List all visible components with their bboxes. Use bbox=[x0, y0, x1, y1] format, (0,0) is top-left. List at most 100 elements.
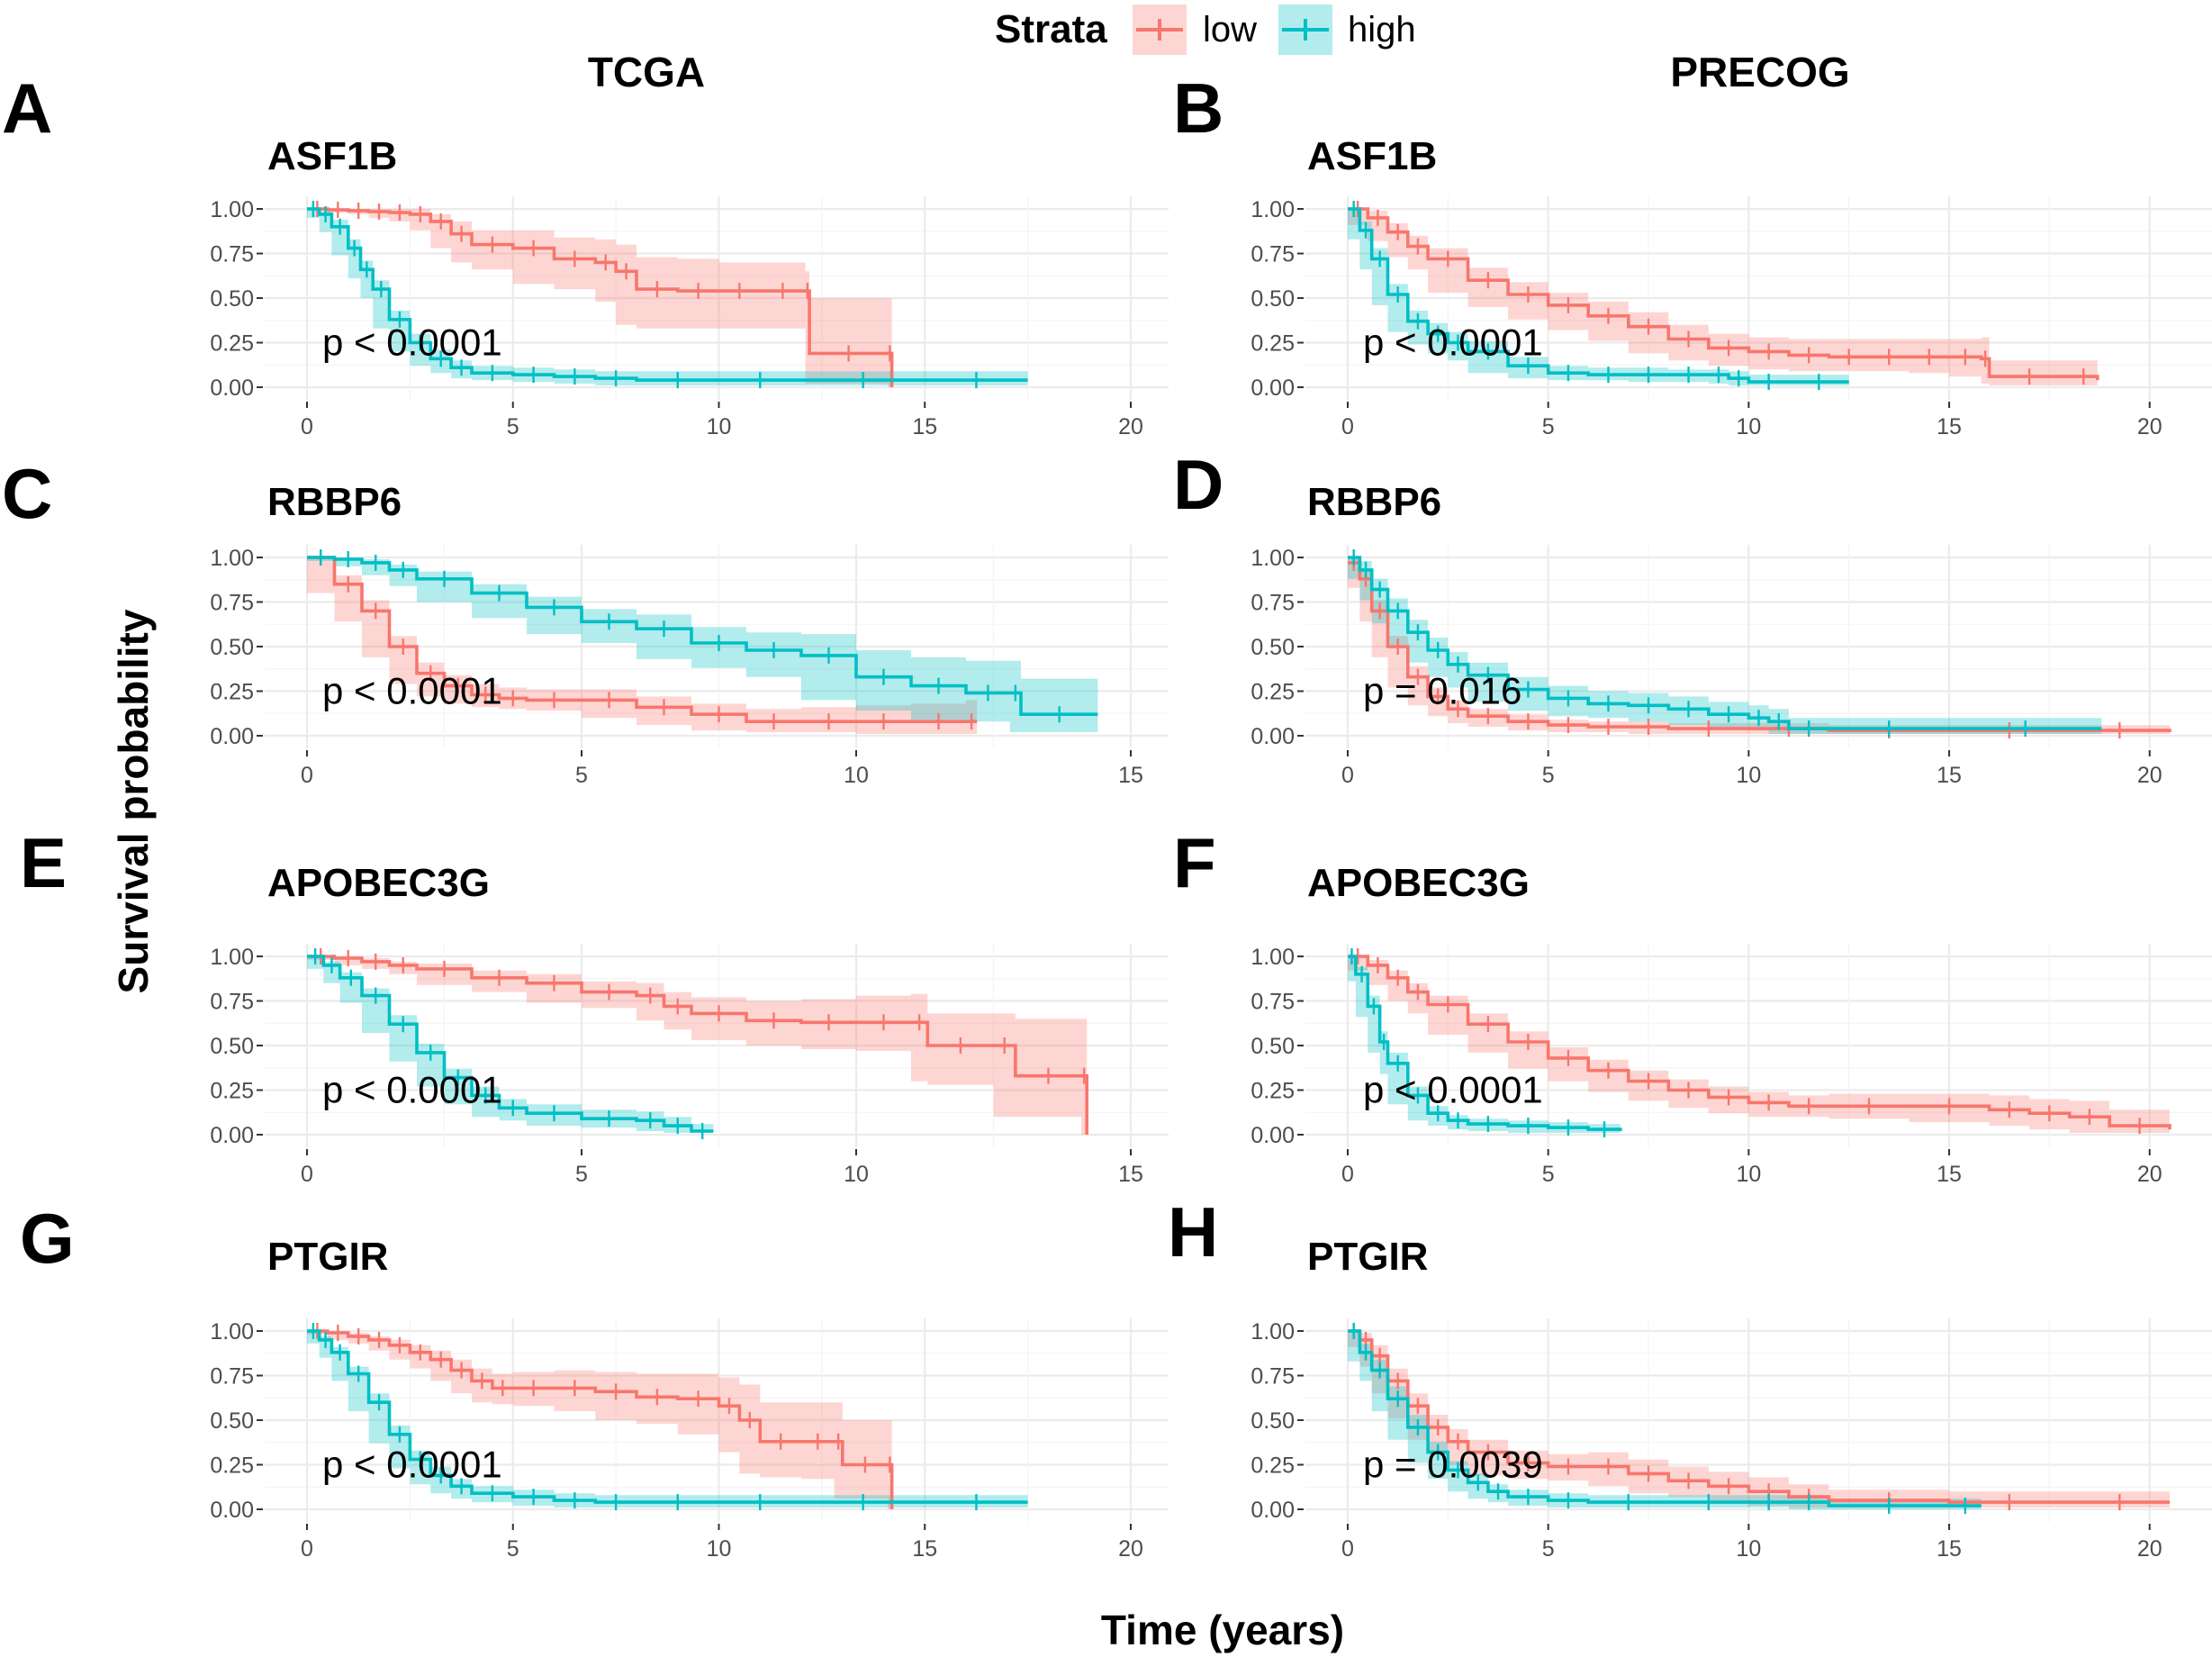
survival-curve-low bbox=[1348, 207, 2099, 381]
y-tick-label: 0.50 bbox=[210, 635, 254, 660]
survival-curve-low bbox=[307, 556, 978, 723]
panel-title-h: PTGIR bbox=[1307, 1235, 1428, 1279]
x-axis-title: Time (years) bbox=[1101, 1607, 1344, 1653]
panel-letter-c: C bbox=[2, 454, 52, 533]
x-tick-label: 10 bbox=[707, 1536, 732, 1562]
y-tick-label: 0.75 bbox=[1250, 591, 1295, 616]
y-tick-label: 0.50 bbox=[1250, 635, 1295, 660]
panel-b: B ASF1B 0.00 0.25 0.50 0.75 1.00 0 5 10 15 20 p < 0.… bbox=[1173, 68, 2212, 439]
y-tick-label: 0.75 bbox=[1250, 242, 1295, 267]
grid-e bbox=[265, 944, 1169, 1147]
y-tick-label: 1.00 bbox=[210, 197, 254, 222]
y-tick-label: 0.00 bbox=[210, 376, 254, 401]
y-tick-label: 1.00 bbox=[1250, 197, 1295, 222]
y-tick-label: 1.00 bbox=[1250, 945, 1295, 970]
p-value-h: p = 0.0039 bbox=[1363, 1444, 1543, 1486]
y-tick-label: 0.75 bbox=[210, 591, 254, 616]
x-tick-label: 10 bbox=[1736, 414, 1761, 439]
legend-key-high bbox=[1278, 5, 1332, 55]
ci-band-high bbox=[307, 956, 714, 1133]
ci-band-low bbox=[307, 557, 978, 734]
x-tick-label: 15 bbox=[1937, 1162, 1962, 1187]
x-tick-label: 10 bbox=[1736, 1536, 1761, 1562]
x-tick-label: 20 bbox=[1118, 414, 1143, 439]
x-tick-label: 20 bbox=[2137, 414, 2162, 439]
grid-b bbox=[1305, 196, 2212, 400]
x-tick-label: 15 bbox=[912, 414, 937, 439]
panel-title-g: PTGIR bbox=[267, 1235, 388, 1279]
p-value-a: p < 0.0001 bbox=[322, 321, 502, 364]
y-tick-label: 0.50 bbox=[210, 1408, 254, 1434]
y-tick-label: 0.25 bbox=[1250, 1079, 1295, 1104]
x-tick-label: 5 bbox=[1542, 414, 1555, 439]
p-value-g: p < 0.0001 bbox=[322, 1444, 502, 1486]
y-tick-label: 0.00 bbox=[1250, 1498, 1295, 1523]
survival-curve-high bbox=[1348, 955, 1622, 1131]
x-tick-label: 10 bbox=[844, 1162, 869, 1187]
legend-label-high: high bbox=[1348, 10, 1416, 50]
y-tick-label: 0.25 bbox=[1250, 331, 1295, 357]
x-tick-label: 0 bbox=[1341, 763, 1354, 788]
column-title-precog: PRECOG bbox=[1670, 49, 1849, 95]
x-tick-label: 0 bbox=[301, 414, 313, 439]
y-tick-label: 1.00 bbox=[210, 1319, 254, 1345]
y-tick-label: 0.25 bbox=[210, 331, 254, 357]
y-tick-label: 1.00 bbox=[1250, 1319, 1295, 1345]
panel-title-d: RBBP6 bbox=[1307, 480, 1441, 524]
p-value-b: p < 0.0001 bbox=[1363, 321, 1543, 364]
panel-title-f: APOBEC3G bbox=[1307, 861, 1530, 905]
panel-title-a: ASF1B bbox=[267, 134, 397, 178]
x-tick-label: 15 bbox=[912, 1536, 937, 1562]
panel-letter-g: G bbox=[20, 1199, 75, 1278]
panel-letter-a: A bbox=[2, 68, 52, 148]
y-tick-label: 0.50 bbox=[1250, 1034, 1295, 1059]
grid-d bbox=[1305, 545, 2212, 748]
survival-curve-high bbox=[307, 556, 1098, 716]
y-tick-label: 0.50 bbox=[210, 1034, 254, 1059]
x-tick-label: 10 bbox=[844, 763, 869, 788]
y-tick-label: 0.00 bbox=[210, 724, 254, 749]
legend-key-low bbox=[1133, 5, 1187, 55]
ci-band-low bbox=[1348, 209, 2098, 385]
x-tick-label: 15 bbox=[1937, 763, 1962, 788]
y-tick-label: 0.00 bbox=[1250, 1123, 1295, 1148]
p-value-d: p = 0.016 bbox=[1363, 670, 1521, 712]
x-tick-label: 5 bbox=[507, 1536, 519, 1562]
x-tick-label: 10 bbox=[1736, 1162, 1761, 1187]
y-tick-label: 1.00 bbox=[210, 546, 254, 571]
y-axis-title: Survival probability bbox=[110, 609, 157, 993]
x-tick-label: 15 bbox=[1118, 1162, 1143, 1187]
legend: Strata low high bbox=[995, 5, 1416, 55]
x-tick-label: 0 bbox=[301, 1536, 313, 1562]
x-tick-label: 20 bbox=[2137, 1162, 2162, 1187]
y-tick-label: 0.25 bbox=[210, 1079, 254, 1104]
ci-band-high bbox=[307, 557, 1098, 732]
panel-c: C RBBP6 0.00 0.25 0.50 0.75 1.00 0 5 10 15 p < 0.00… bbox=[2, 454, 1169, 788]
ci-band-low bbox=[307, 1331, 892, 1509]
x-tick-label: 5 bbox=[1542, 1536, 1555, 1562]
x-tick-label: 5 bbox=[507, 414, 519, 439]
y-tick-label: 0.25 bbox=[1250, 680, 1295, 705]
x-tick-label: 0 bbox=[1341, 1162, 1354, 1187]
x-tick-label: 15 bbox=[1937, 414, 1962, 439]
y-tick-label: 0.75 bbox=[210, 990, 254, 1015]
panel-title-b: ASF1B bbox=[1307, 134, 1437, 178]
panel-letter-b: B bbox=[1173, 68, 1223, 148]
ci-band-high bbox=[1348, 209, 1849, 385]
x-tick-label: 5 bbox=[575, 1162, 588, 1187]
ci-band-low bbox=[307, 209, 892, 387]
panel-letter-f: F bbox=[1173, 823, 1216, 902]
p-value-c: p < 0.0001 bbox=[322, 670, 502, 712]
p-value-f: p < 0.0001 bbox=[1363, 1069, 1543, 1111]
panel-d: D RBBP6 0.00 0.25 0.50 0.75 1.00 0 5 10 15 20 p = 0.… bbox=[1173, 445, 2212, 788]
x-tick-label: 20 bbox=[2137, 763, 2162, 788]
panel-f: F APOBEC3G 0.00 0.25 0.50 0.75 1.00 0 5 10 15 20 p <… bbox=[1173, 823, 2212, 1187]
x-tick-label: 15 bbox=[1937, 1536, 1962, 1562]
y-tick-label: 0.75 bbox=[210, 1364, 254, 1390]
y-tick-label: 0.50 bbox=[210, 286, 254, 312]
y-tick-label: 0.00 bbox=[1250, 724, 1295, 749]
panel-g: G PTGIR 0.00 0.25 0.50 0.75 1.00 0 5 10 15 20 p < 0.… bbox=[20, 1199, 1169, 1562]
x-tick-label: 10 bbox=[1736, 763, 1761, 788]
y-tick-label: 0.25 bbox=[210, 680, 254, 705]
